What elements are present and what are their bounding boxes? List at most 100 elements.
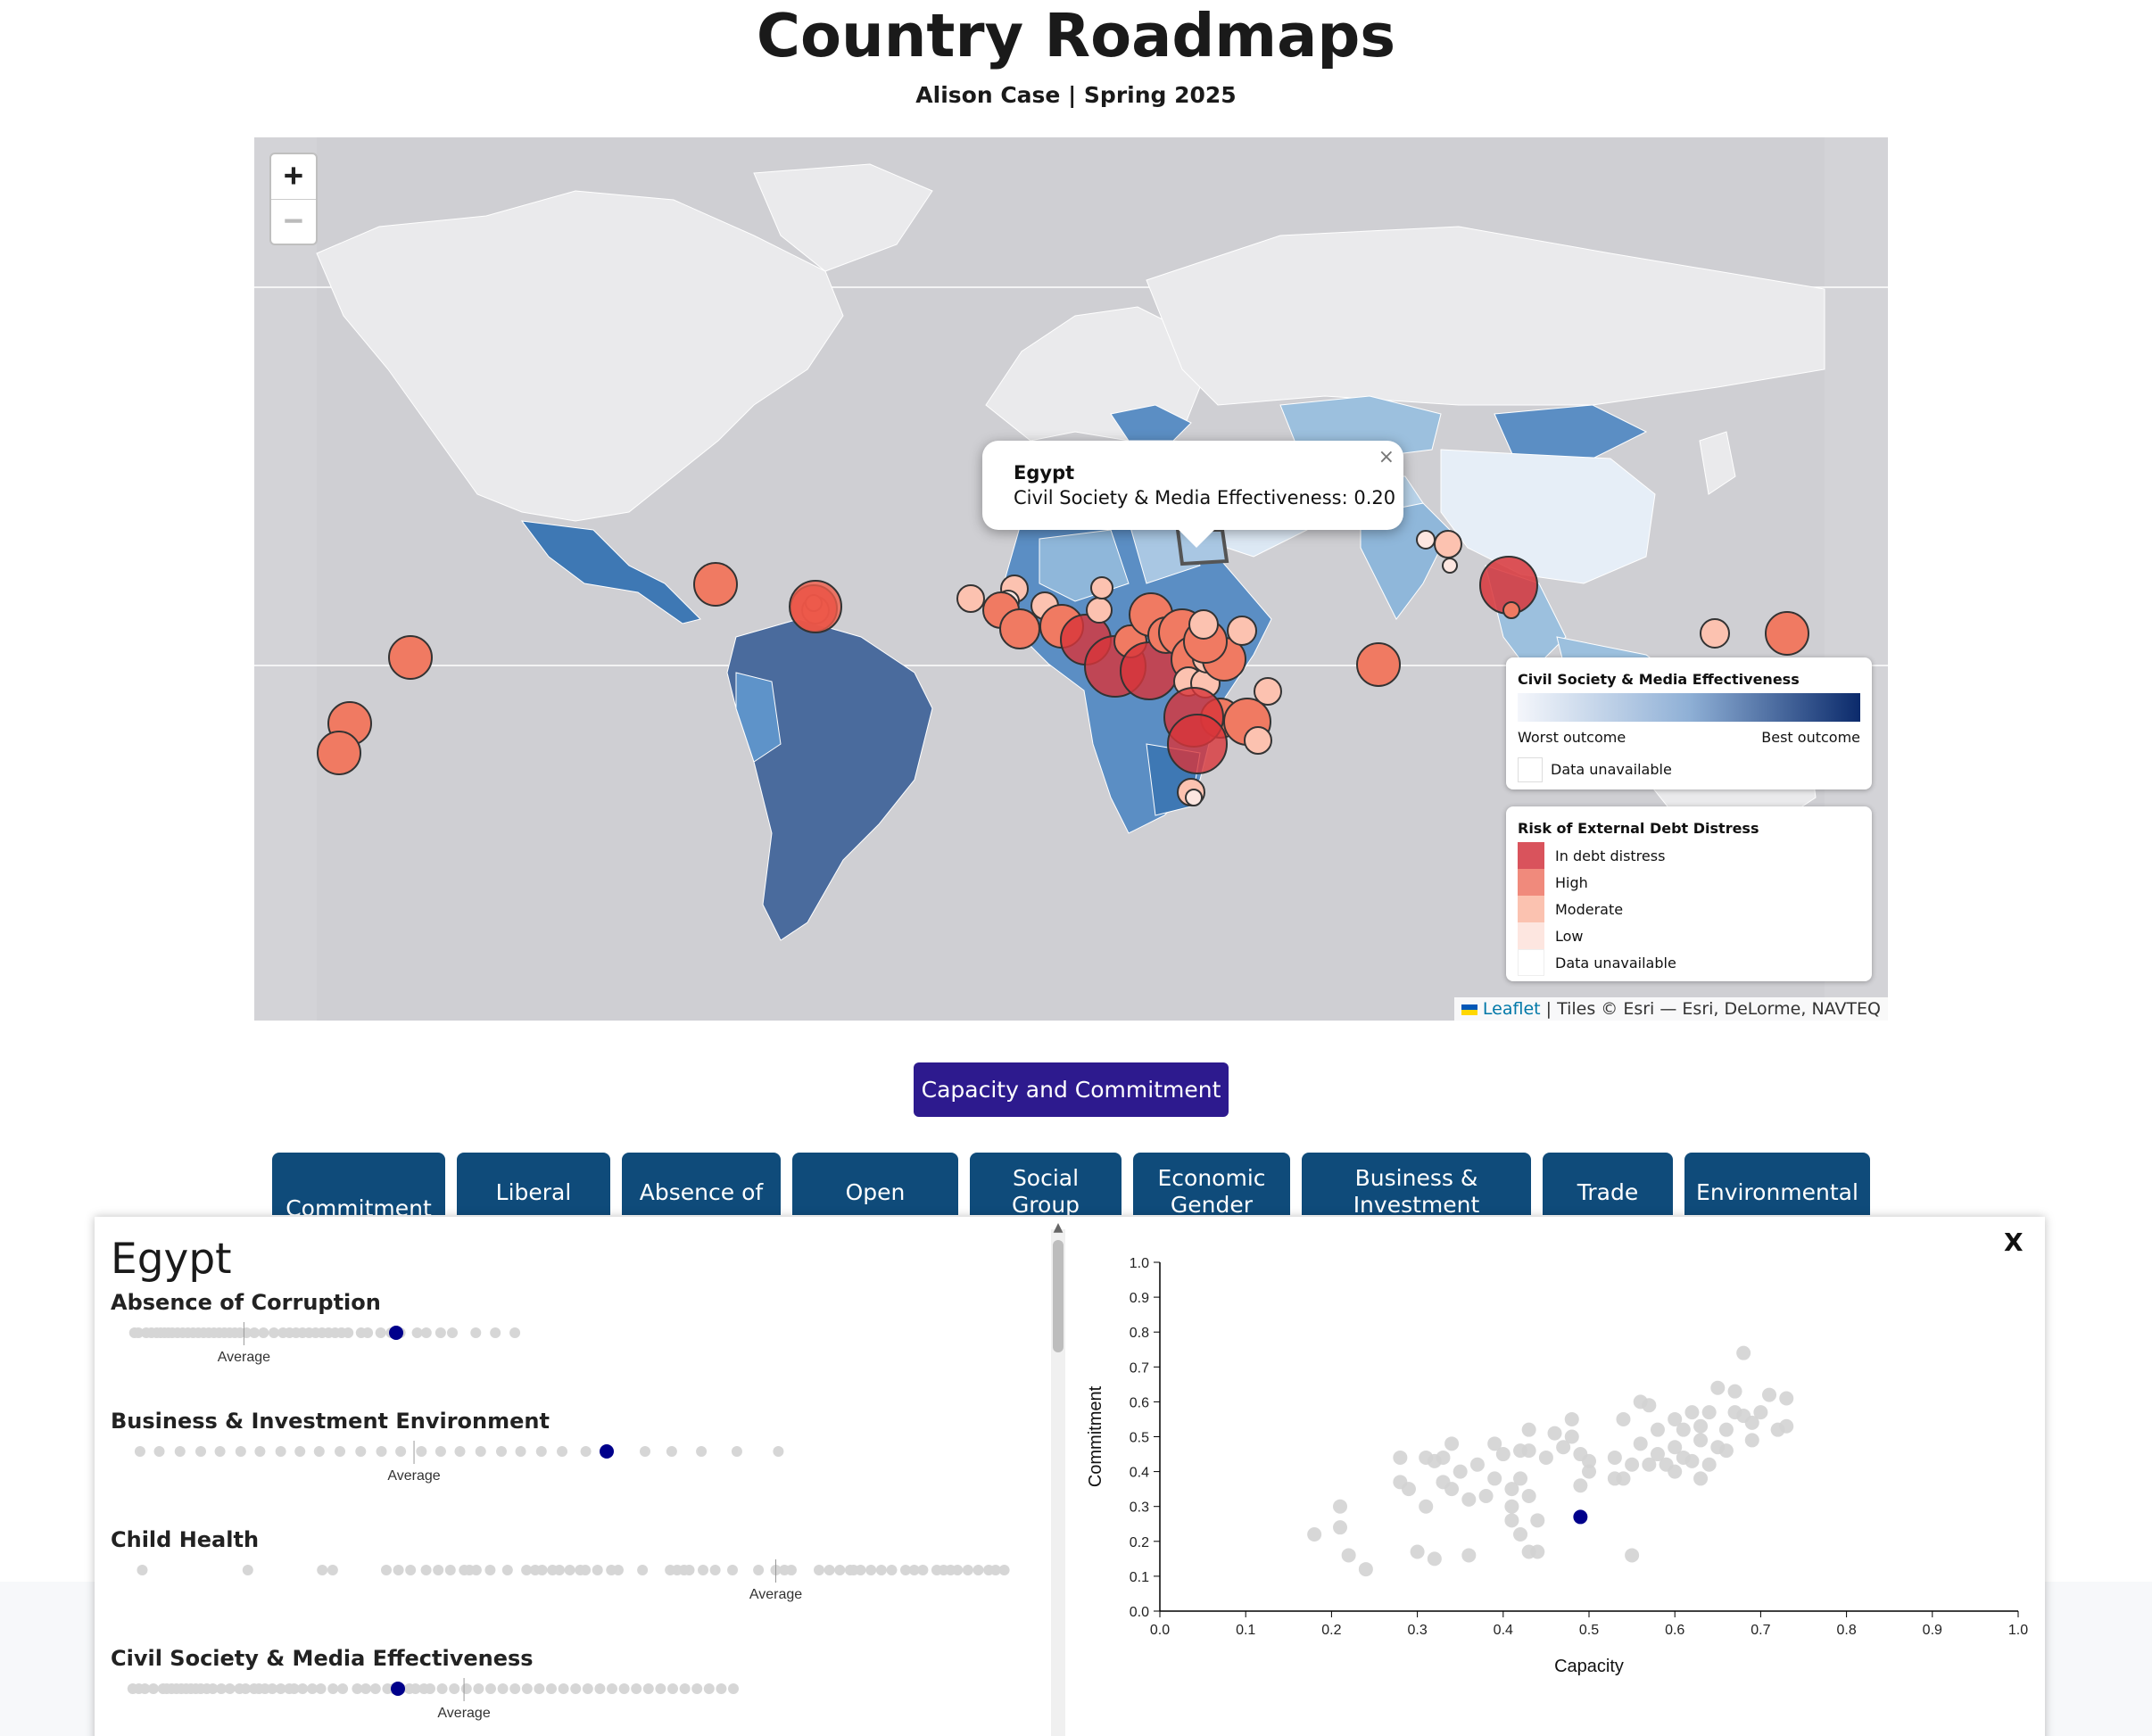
distribution-point[interactable]: [294, 1446, 306, 1457]
tab-social-group[interactable]: Social Group: [970, 1153, 1122, 1215]
distribution-point[interactable]: [174, 1446, 186, 1457]
scatter-point[interactable]: [1642, 1398, 1657, 1413]
scatter-point[interactable]: [1718, 1422, 1734, 1437]
scatter-point[interactable]: [1307, 1526, 1322, 1542]
distribution-point[interactable]: [449, 1683, 460, 1694]
distribution-point[interactable]: [376, 1446, 387, 1457]
distribution-point[interactable]: [564, 1565, 575, 1575]
distribution-point[interactable]: [268, 1327, 279, 1338]
distribution-point[interactable]: [824, 1565, 835, 1575]
scatter-point[interactable]: [1461, 1492, 1477, 1507]
distribution-point[interactable]: [952, 1565, 964, 1575]
distribution-point[interactable]: [484, 1565, 496, 1575]
scatter-point[interactable]: [1333, 1499, 1348, 1514]
distribution-point[interactable]: [727, 1565, 738, 1575]
tab-trade[interactable]: Trade: [1543, 1153, 1673, 1215]
scatter-point[interactable]: [1779, 1391, 1794, 1406]
scatter-point[interactable]: [1582, 1464, 1596, 1479]
distribution-point[interactable]: [258, 1327, 269, 1338]
scroll-up-icon[interactable]: ▲: [1053, 1220, 1064, 1235]
distribution-point[interactable]: [582, 1683, 593, 1694]
distribution-point[interactable]: [436, 1683, 448, 1694]
distribution-point[interactable]: [557, 1446, 568, 1457]
scatter-point[interactable]: [1504, 1482, 1519, 1497]
distribution-point[interactable]: [433, 1565, 444, 1575]
egypt-scatter-point[interactable]: [1573, 1509, 1588, 1525]
scatter-point[interactable]: [1521, 1488, 1536, 1503]
tab-liberal[interactable]: Liberal: [457, 1153, 610, 1215]
scatter-point[interactable]: [1564, 1411, 1579, 1426]
scatter-point[interactable]: [1625, 1548, 1640, 1563]
distribution-point[interactable]: [640, 1446, 650, 1457]
distribution-point[interactable]: [420, 1327, 432, 1338]
scatter-point[interactable]: [1556, 1440, 1571, 1455]
scatter-point[interactable]: [1521, 1443, 1536, 1459]
scatter-point[interactable]: [1693, 1418, 1709, 1434]
scatter-point[interactable]: [1718, 1443, 1734, 1459]
tab-absence-of[interactable]: Absence of: [622, 1153, 781, 1215]
distribution-point[interactable]: [580, 1446, 592, 1457]
distribution-point[interactable]: [716, 1683, 727, 1694]
distribution-point[interactable]: [153, 1446, 165, 1457]
scatter-point[interactable]: [1607, 1450, 1622, 1465]
distribution-point[interactable]: [381, 1565, 392, 1575]
distribution-point[interactable]: [242, 1565, 253, 1575]
distribution-point[interactable]: [637, 1565, 649, 1575]
tab-open[interactable]: Open: [792, 1153, 958, 1215]
distribution-point[interactable]: [875, 1565, 887, 1575]
scatter-point[interactable]: [1727, 1384, 1742, 1399]
distribution-point[interactable]: [410, 1683, 421, 1694]
distribution-point[interactable]: [139, 1683, 151, 1694]
scatter-point[interactable]: [1616, 1411, 1631, 1426]
scatter-point[interactable]: [1744, 1415, 1759, 1430]
distribution-point[interactable]: [249, 1327, 261, 1338]
distribution-point[interactable]: [275, 1683, 286, 1694]
scatter-point[interactable]: [1753, 1405, 1768, 1420]
distribution-point[interactable]: [313, 1446, 325, 1457]
distribution-point[interactable]: [594, 1683, 606, 1694]
distribution-point[interactable]: [267, 1683, 278, 1694]
scatter-point[interactable]: [1744, 1433, 1759, 1448]
distribution-point[interactable]: [501, 1565, 513, 1575]
distribution-point[interactable]: [360, 1683, 371, 1694]
scatter-point[interactable]: [1513, 1526, 1528, 1542]
distribution-point[interactable]: [297, 1683, 309, 1694]
distribution-point[interactable]: [703, 1683, 715, 1694]
scatter-point[interactable]: [1693, 1433, 1709, 1448]
distribution-point[interactable]: [133, 1327, 145, 1338]
scatter-point[interactable]: [1564, 1429, 1579, 1444]
scatter-point[interactable]: [1668, 1440, 1683, 1455]
distribution-point[interactable]: [631, 1683, 642, 1694]
scatter-point[interactable]: [1701, 1405, 1717, 1420]
scroll-thumb[interactable]: [1053, 1240, 1064, 1352]
scatter-point[interactable]: [1530, 1544, 1545, 1559]
scatter-point[interactable]: [1461, 1548, 1477, 1563]
distribution-point[interactable]: [315, 1683, 327, 1694]
distribution-point[interactable]: [369, 1683, 381, 1694]
distribution-point[interactable]: [592, 1565, 603, 1575]
scatter-point[interactable]: [1650, 1447, 1665, 1462]
scatter-point[interactable]: [1736, 1345, 1751, 1360]
distribution-point[interactable]: [355, 1446, 367, 1457]
scatter-point[interactable]: [1504, 1513, 1519, 1528]
distribution-point[interactable]: [411, 1327, 423, 1338]
distribution-point[interactable]: [618, 1683, 630, 1694]
scatter-point[interactable]: [1616, 1471, 1631, 1486]
distribution-point[interactable]: [470, 1565, 482, 1575]
scatter-point[interactable]: [1504, 1499, 1519, 1514]
distribution-point[interactable]: [444, 1565, 456, 1575]
popup-close-icon[interactable]: ×: [1378, 446, 1395, 468]
egypt-marker[interactable]: [600, 1444, 614, 1459]
tab-environmental[interactable]: Environmental: [1684, 1153, 1870, 1215]
distribution-point[interactable]: [317, 1565, 328, 1575]
distribution-point[interactable]: [773, 1446, 784, 1457]
egypt-marker[interactable]: [391, 1682, 405, 1696]
distribution-point[interactable]: [728, 1683, 739, 1694]
tab-business-investment[interactable]: Business & Investment: [1302, 1153, 1531, 1215]
scatter-point[interactable]: [1419, 1499, 1434, 1514]
distribution-point[interactable]: [137, 1565, 148, 1575]
distribution-point[interactable]: [521, 1565, 533, 1575]
scatter-point[interactable]: [1401, 1482, 1416, 1497]
distribution-point[interactable]: [335, 1446, 346, 1457]
distribution-point[interactable]: [495, 1446, 507, 1457]
